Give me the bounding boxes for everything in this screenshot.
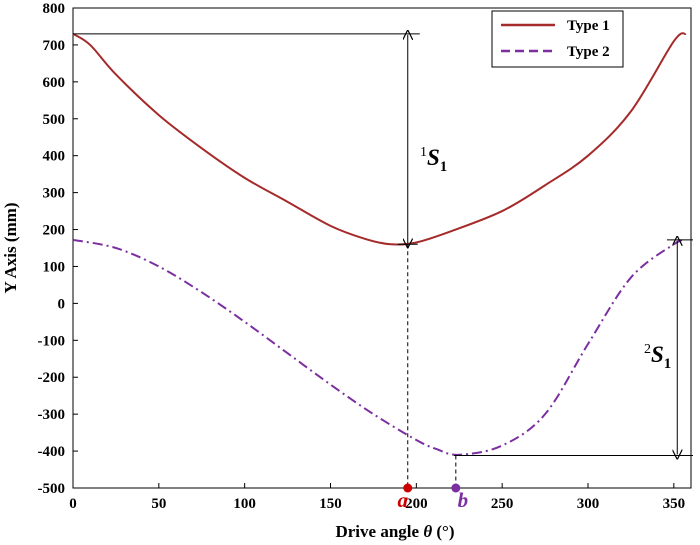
x-tick-label: 50 [151,496,166,512]
y-tick-label: 500 [43,112,66,128]
y-tick-label: 700 [43,38,66,54]
y-tick-label: 200 [43,223,66,239]
y-tick-label: 0 [58,296,66,312]
x-axis-ticks: 0 50 100 150 200 250 300 350 [69,483,685,512]
x-tick-label: 250 [491,496,514,512]
marker-dot-a [403,483,413,493]
series-line-1 [72,32,687,246]
x-tick-label: 0 [69,496,77,512]
marker-label-a: a [398,488,409,512]
y-tick-label: 600 [43,75,66,91]
y-tick-label: -100 [38,333,66,349]
series-line-2 [72,238,687,456]
marker-label-b: b [458,488,469,512]
y-tick-label: 800 [43,1,66,17]
legend: Type 1 Type 2 [491,10,624,68]
legend-label-type2: Type 2 [567,44,610,60]
s2-label: 2S1 [644,342,671,372]
series-layer [72,32,687,456]
x-tick-label: 300 [577,496,600,512]
legend-box [491,10,624,68]
s1-label: 1S1 [420,145,447,175]
y-tick-label: -200 [38,370,66,386]
y-tick-label: 300 [43,186,66,202]
marker-dot-b [451,483,461,493]
x-tick-label: 350 [663,496,686,512]
y-axis-title: Y Axis (mm) [1,203,20,294]
y-tick-label: 400 [43,149,66,165]
plot-area-border [72,7,692,489]
x-axis-title: Drive angle θ (°) [335,522,454,541]
x-tick-label: 200 [405,496,428,512]
y-tick-label: 100 [43,259,66,275]
y-tick-label: -400 [38,444,66,460]
y-tick-label: -300 [38,407,66,423]
legend-label-type1: Type 1 [567,18,610,34]
plot-frame [72,7,692,489]
x-tick-label: 150 [319,496,342,512]
y-axis-ticks: 800 700 600 500 400 300 200 100 0 -100 -200 -300 -40… [38,1,78,497]
y-tick-label: -500 [38,481,66,497]
x-tick-label: 100 [233,496,256,512]
